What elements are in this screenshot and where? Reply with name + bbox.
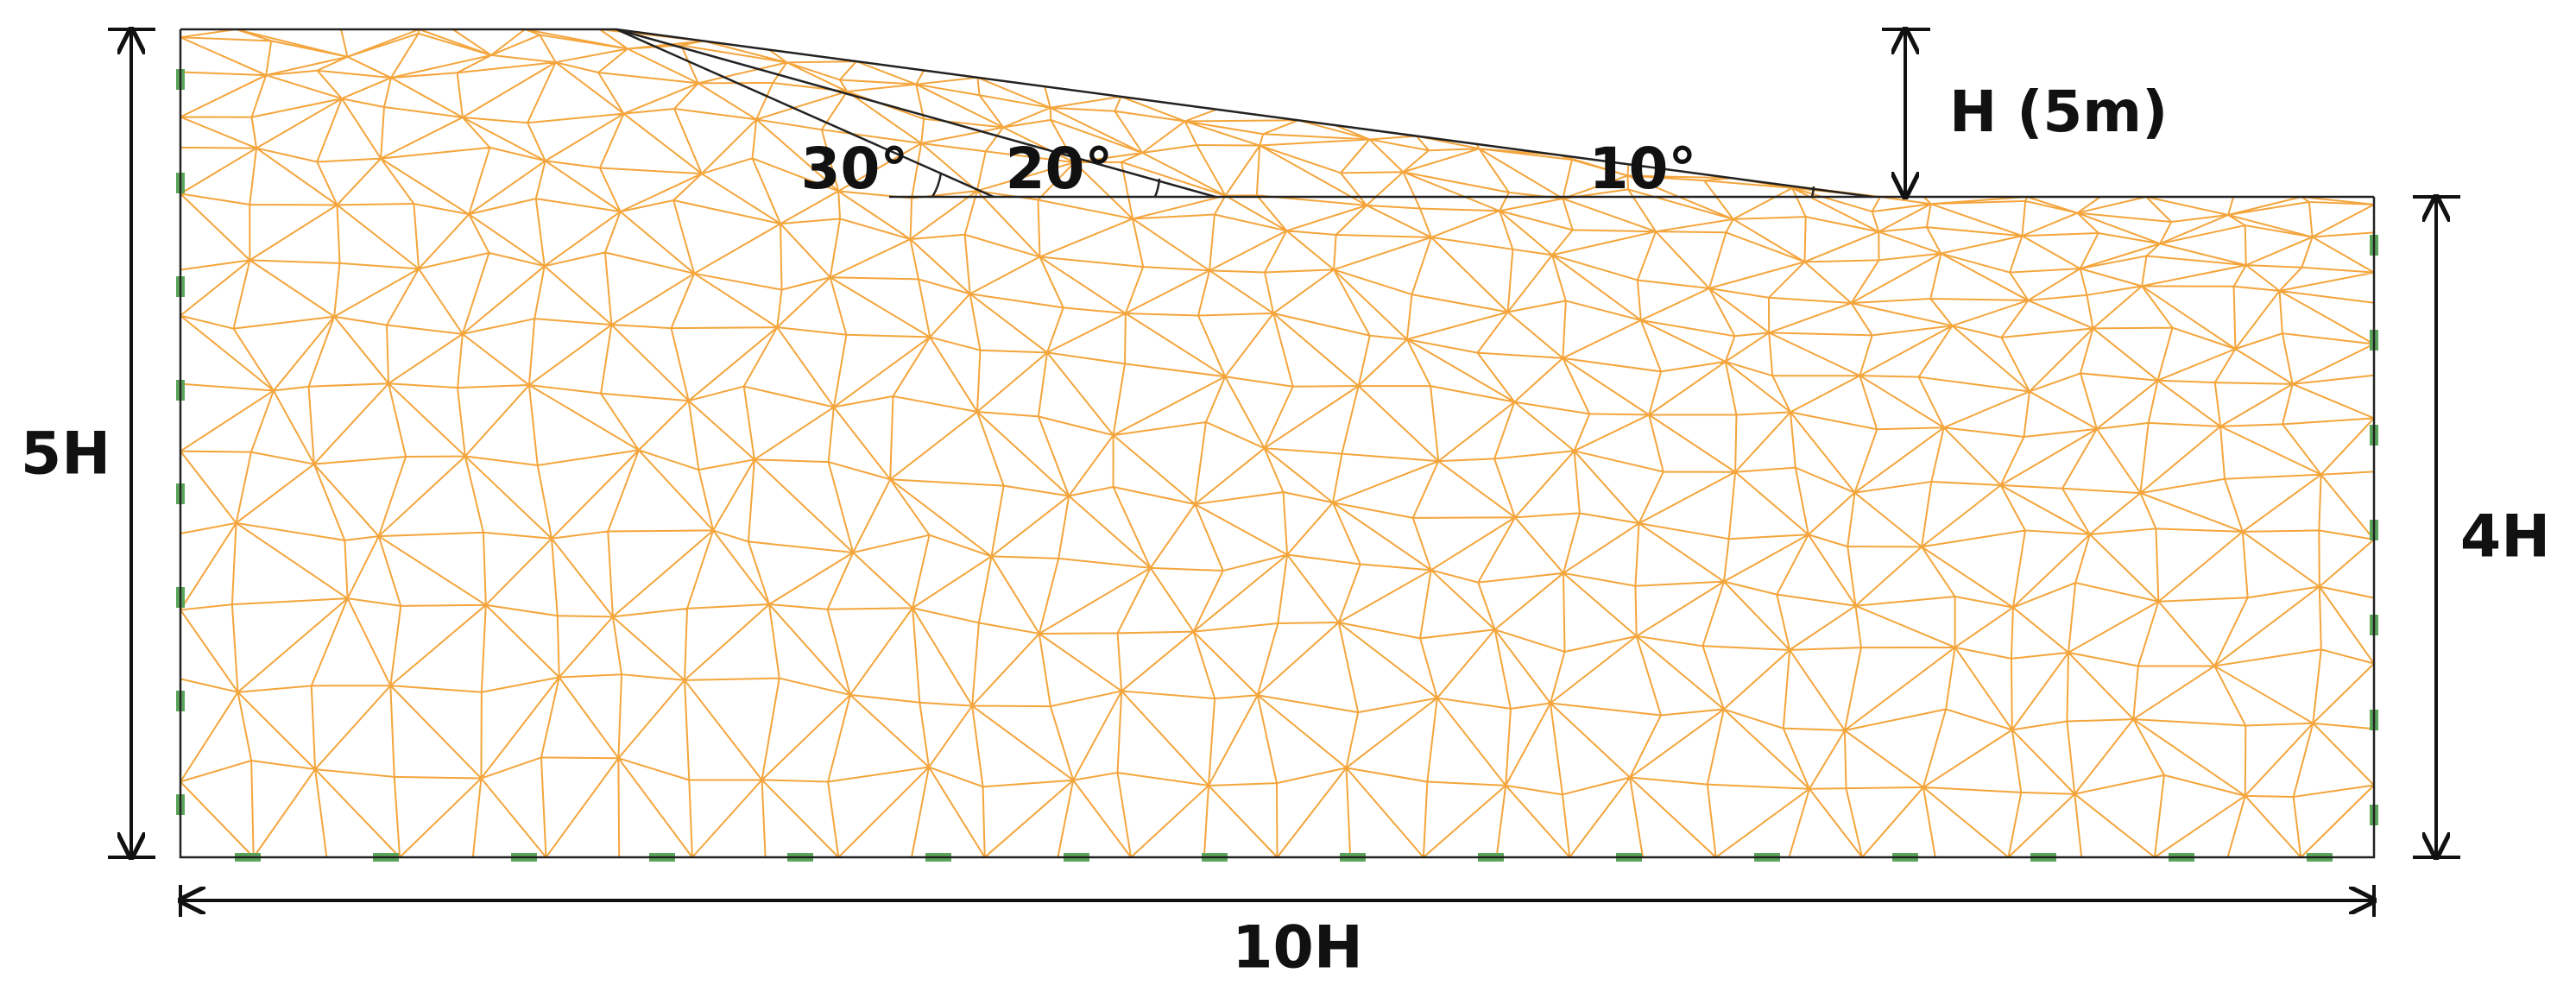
- angle-label: 10°: [1589, 136, 1697, 202]
- angle-label: 30°: [801, 136, 909, 202]
- geometry-lines: [179, 28, 2376, 859]
- height-label: H (5m): [1949, 79, 2168, 145]
- left-height-label: 5H: [21, 420, 110, 489]
- dimensions: [108, 29, 2460, 917]
- width-label: 10H: [1232, 914, 1363, 982]
- angle-arc-20: [1153, 178, 1161, 198]
- angle-arc-10: [1810, 186, 1815, 198]
- angle-arc-30: [931, 172, 943, 198]
- right-height-label: 4H: [2460, 503, 2550, 572]
- mesh: [180, 28, 2375, 858]
- angle-label: 20°: [1006, 136, 1114, 202]
- mesh-edges: [180, 28, 2375, 858]
- slope-20: [616, 28, 1216, 199]
- slope-10: [616, 28, 1873, 199]
- slope-30: [616, 28, 994, 199]
- domain-boundary: [179, 29, 2376, 859]
